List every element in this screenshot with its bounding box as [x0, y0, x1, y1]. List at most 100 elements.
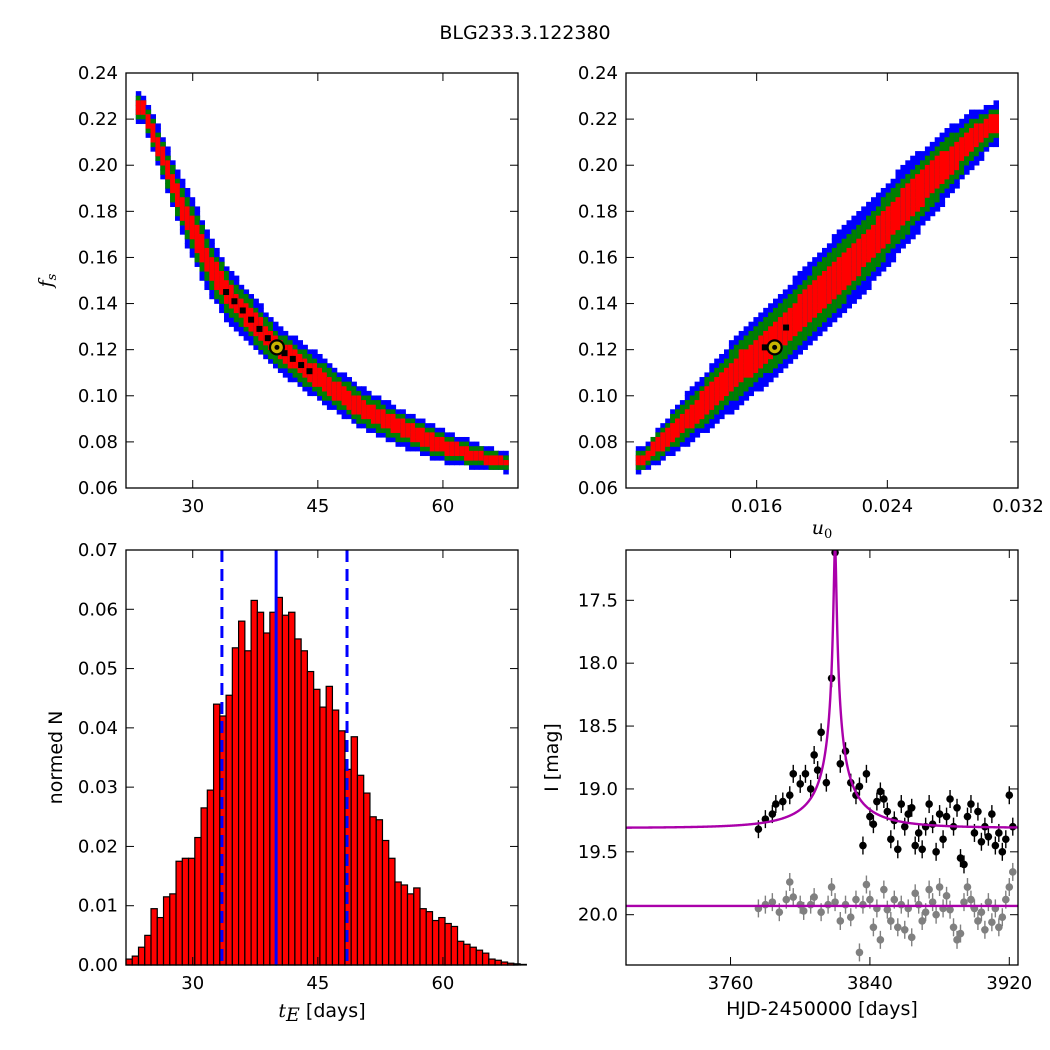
heatmap-cell-red — [424, 436, 431, 443]
heatmap-cell-red — [777, 326, 784, 332]
heatmap-cell-red — [150, 132, 156, 138]
plot-frame — [125, 549, 519, 966]
heatmap-cell-blue — [704, 423, 710, 429]
heatmap-cell-green — [694, 423, 701, 429]
heatmap-cell-blue — [905, 234, 911, 240]
heatmap-cell-blue — [875, 266, 882, 272]
heatmap-cell-green — [758, 326, 764, 332]
heatmap-cell-red — [459, 446, 465, 452]
histogram-bar — [381, 839, 390, 966]
heatmap-cell-red — [258, 317, 264, 323]
heatmap-cell-green — [866, 266, 872, 272]
heatmap-cell-green — [175, 206, 181, 212]
heatmap-cell-green — [689, 427, 696, 433]
heatmap-cell-red — [444, 441, 450, 447]
x-tick-label: 0.016 — [731, 496, 783, 517]
heatmap-cell-red — [934, 160, 941, 166]
heatmap-cell-blue — [655, 427, 661, 433]
heatmap-cell-red — [851, 275, 857, 281]
heatmap-cell-green — [179, 187, 186, 194]
heatmap-cell-red — [400, 427, 406, 433]
heatmap-cell-red — [650, 441, 656, 447]
comparison-point — [932, 910, 940, 919]
heatmap-cell-red — [184, 224, 191, 231]
heatmap-cell-green — [322, 363, 328, 369]
heatmap-cell-green — [758, 330, 764, 337]
heatmap-cell-blue — [866, 284, 872, 291]
heatmap-cell-blue — [777, 294, 784, 300]
heatmap-cell-red — [817, 307, 823, 314]
heatmap-cell-blue — [787, 358, 794, 364]
heatmap-cell-red — [351, 409, 357, 415]
heatmap-cell-blue — [645, 464, 652, 470]
heatmap-cell-red — [841, 257, 848, 263]
heatmap-cell-green — [812, 321, 818, 327]
heatmap-cell-red — [939, 174, 946, 180]
heatmap-cell-red — [964, 132, 970, 138]
heatmap-cell-red — [973, 132, 980, 138]
heatmap-cell-blue — [807, 270, 813, 277]
heatmap-cell-blue — [954, 178, 960, 184]
heatmap-cell-red — [817, 280, 823, 286]
heatmap-cell-blue — [150, 114, 156, 120]
heatmap-cell-green — [238, 289, 245, 295]
heatmap-cell-red — [302, 372, 308, 378]
heatmap-cell-red — [969, 146, 975, 152]
heatmap-cell-green — [944, 137, 950, 143]
heatmap-cell-red — [738, 358, 745, 364]
heatmap-cell-blue — [768, 303, 774, 309]
data-point — [873, 797, 881, 806]
heatmap-cell-green — [679, 409, 686, 415]
heatmap-cell-blue — [817, 257, 823, 263]
heatmap-cell-blue — [978, 109, 985, 115]
heatmap-cell-red — [807, 312, 813, 318]
heatmap-cell-green — [787, 294, 794, 300]
histogram-bar — [438, 916, 446, 966]
histogram-bar — [450, 925, 459, 966]
heatmap-cell-blue — [973, 114, 980, 120]
heatmap-cell-red — [802, 298, 808, 304]
heatmap-cell-green — [640, 464, 647, 470]
heatmap-cell-green — [371, 423, 377, 429]
heatmap-cell-green — [890, 187, 897, 194]
heatmap-cell-red — [851, 252, 857, 258]
heatmap-cell-red — [826, 275, 833, 281]
heatmap-cell-green — [841, 294, 848, 300]
heatmap-cell-green — [797, 340, 803, 346]
heatmap-cell-blue — [155, 160, 161, 166]
heatmap-cell-red — [400, 423, 406, 429]
heatmap-cell-blue — [885, 252, 892, 258]
heatmap-cell-red — [282, 358, 289, 364]
data-point — [789, 770, 798, 778]
heatmap-cell-blue — [797, 344, 803, 350]
heatmap-cell-green — [861, 266, 867, 272]
heatmap-cell-blue — [709, 367, 715, 374]
heatmap-cell-green — [797, 289, 803, 295]
heatmap-cell-red — [802, 321, 808, 327]
heatmap-cell-red — [493, 460, 499, 466]
heatmap-cell-blue — [273, 321, 279, 327]
heatmap-cell-green — [346, 409, 352, 415]
heatmap-cell-blue — [856, 211, 862, 217]
heatmap-cell-blue — [797, 280, 803, 286]
heatmap-cell-green — [915, 211, 921, 217]
heatmap-cell-blue — [209, 289, 215, 295]
heatmap-cell-red — [792, 321, 799, 327]
heatmap-cell-green — [679, 432, 686, 438]
heatmap-cell-blue — [758, 381, 764, 387]
heatmap-cell-green — [724, 358, 730, 364]
heatmap-cell-red — [836, 261, 843, 267]
heatmap-cell-blue — [969, 164, 975, 171]
histogram-bar — [156, 916, 165, 966]
heatmap-cell-blue — [733, 404, 740, 410]
heatmap-cell-green — [959, 160, 965, 166]
heatmap-cell-red — [905, 197, 911, 203]
heatmap-cell-blue — [464, 436, 470, 443]
heatmap-cell-red — [459, 450, 465, 457]
heatmap-cell-red — [714, 390, 720, 397]
heatmap-cell-black — [264, 335, 271, 342]
heatmap-cell-green — [189, 211, 196, 217]
heatmap-cell-green — [655, 432, 661, 438]
heatmap-cell-blue — [866, 211, 872, 217]
y-tick-label: 0.05 — [78, 659, 118, 680]
